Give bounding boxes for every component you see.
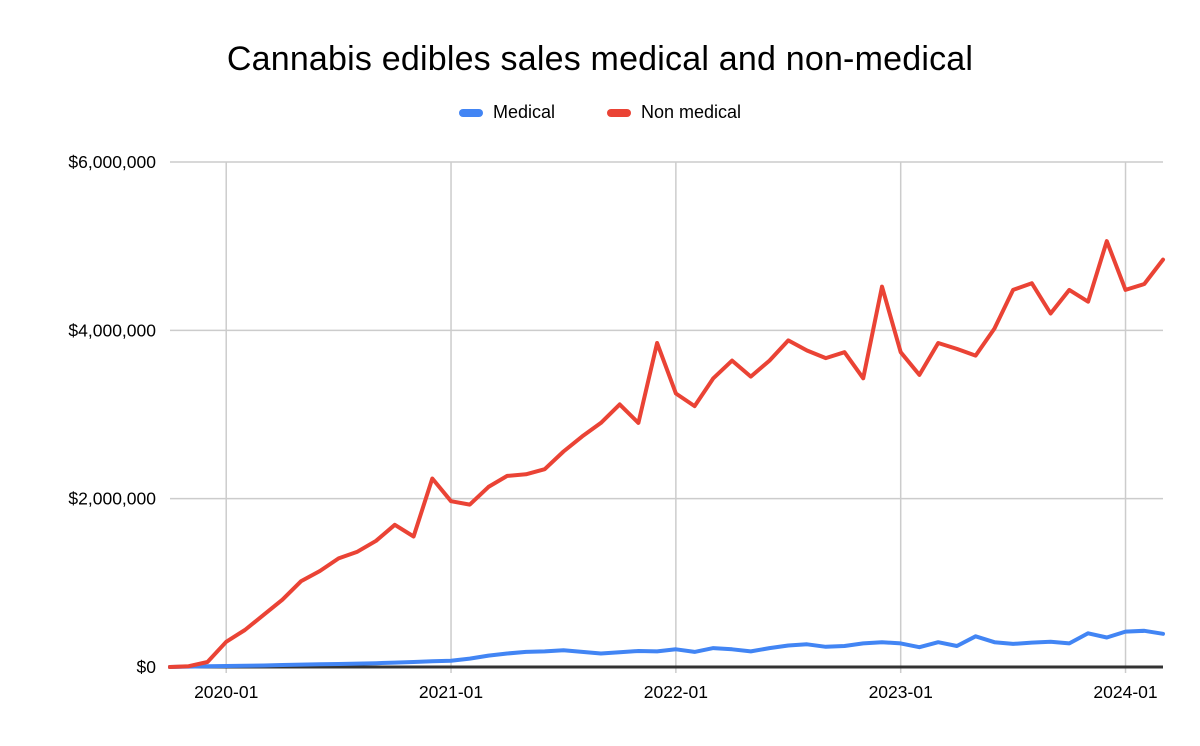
- non-medical-series-line: [168, 239, 1165, 669]
- legend-item-non-medical: Non medical: [606, 102, 742, 123]
- x-axis-label: 2022-01: [644, 682, 708, 702]
- legend-swatch-medical: [458, 108, 483, 117]
- x-axis-label: 2024-01: [1093, 682, 1157, 702]
- medical-series-line: [168, 628, 1165, 669]
- legend-item-medical: Medical: [458, 102, 555, 123]
- x-axis-label: 2020-01: [194, 682, 258, 702]
- x-axis-label: 2021-01: [419, 682, 483, 702]
- legend-swatch-non-medical: [606, 108, 631, 117]
- legend: Medical Non medical: [0, 102, 1200, 123]
- legend-label-non-medical: Non medical: [640, 102, 742, 122]
- y-axis-label: $6,000,000: [68, 152, 156, 172]
- legend-label-medical: Medical: [492, 102, 555, 122]
- y-axis-label: $0: [137, 657, 157, 677]
- x-axis-label: 2023-01: [869, 682, 933, 702]
- y-axis-label: $2,000,000: [68, 489, 156, 509]
- y-axis-label: $4,000,000: [68, 320, 156, 340]
- chart-title: Cannabis edibles sales medical and non-m…: [226, 40, 974, 78]
